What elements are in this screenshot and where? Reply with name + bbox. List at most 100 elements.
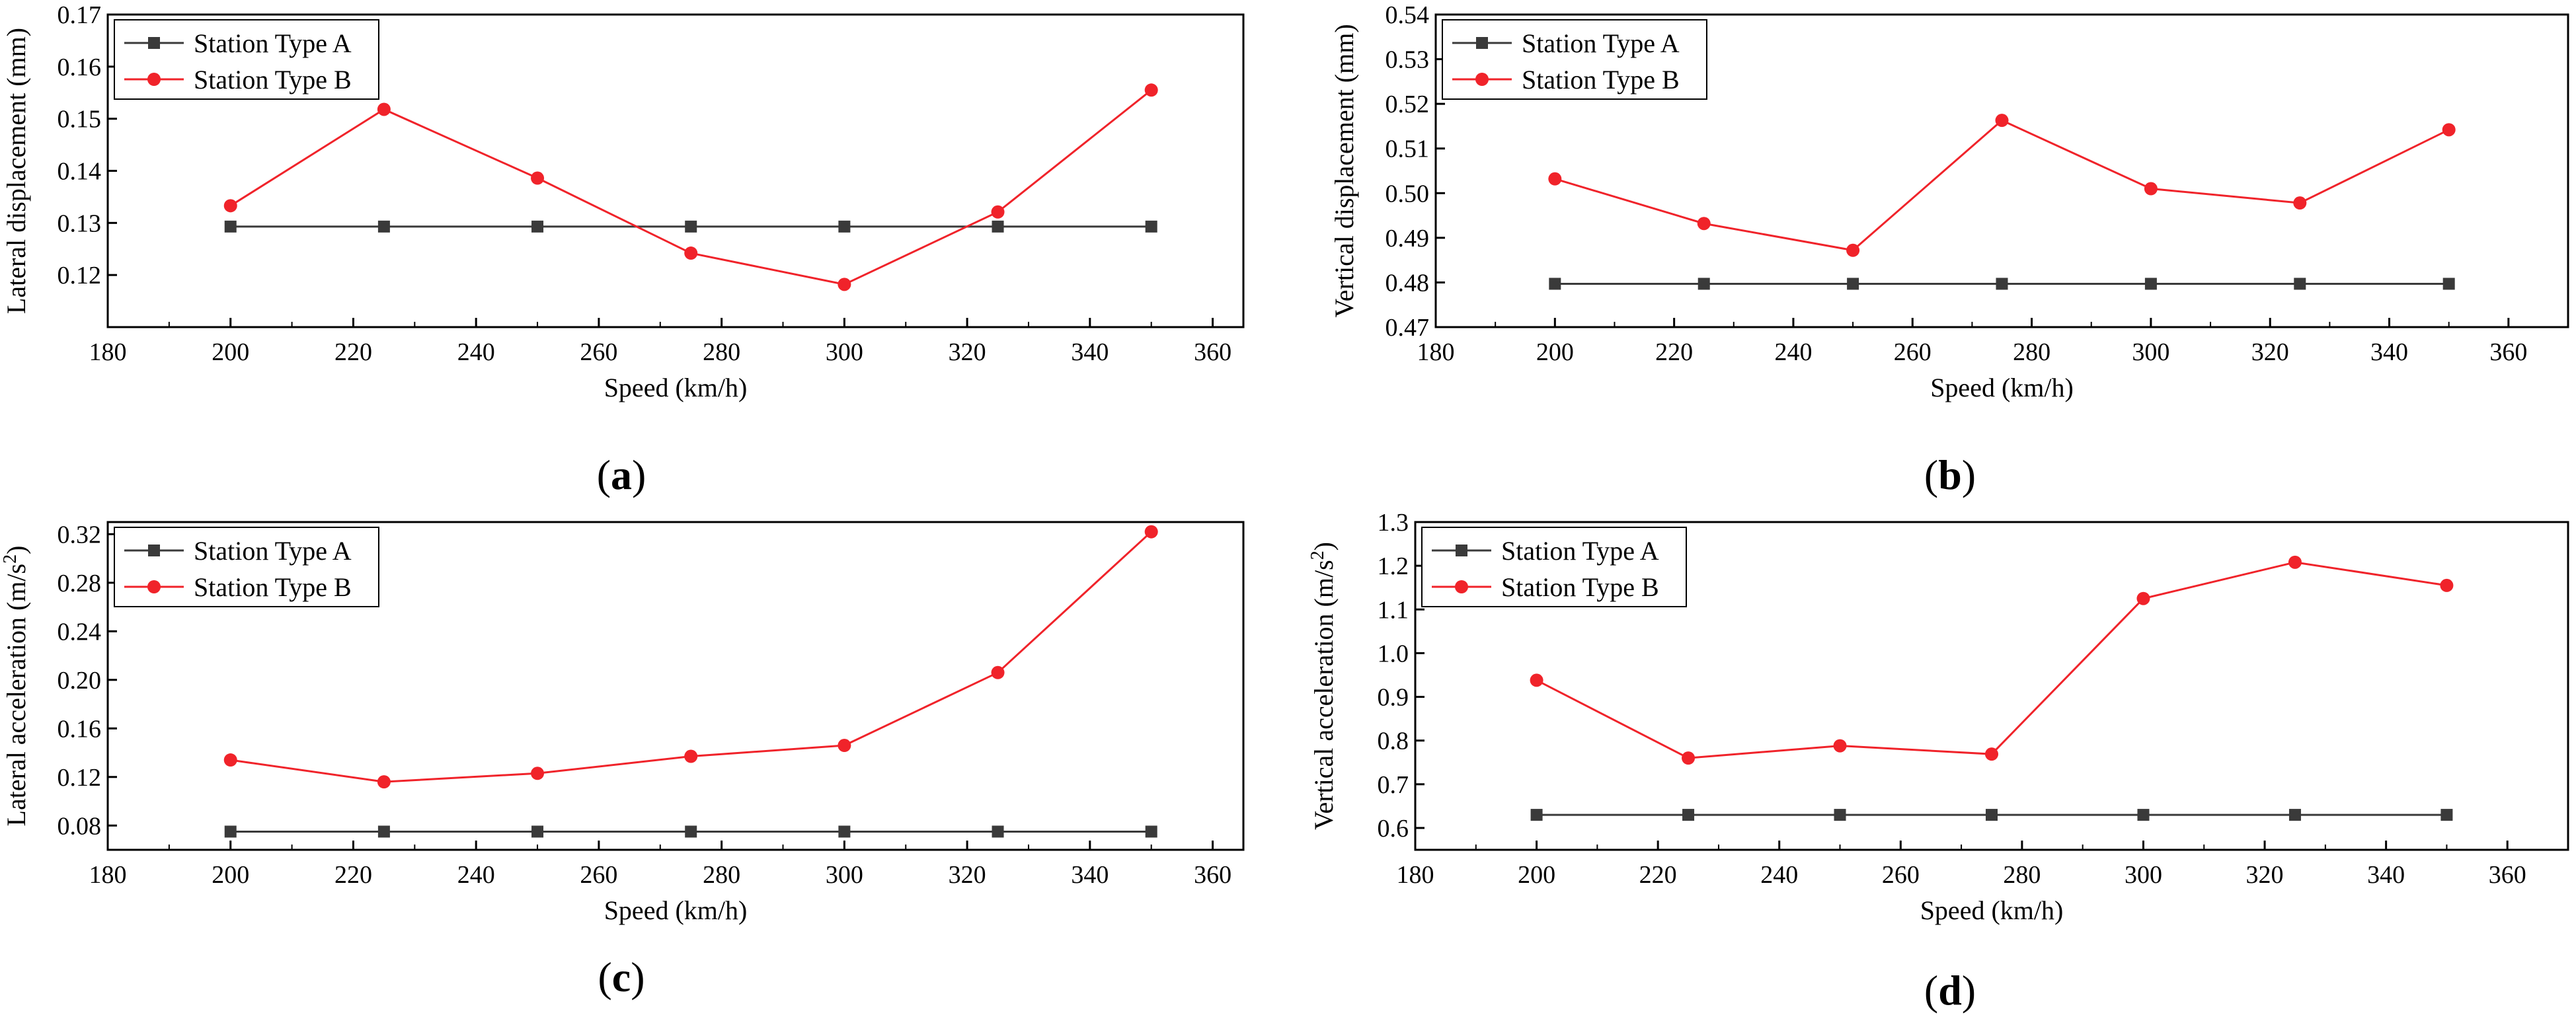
panel-label-open: ( (1924, 451, 1938, 498)
data-point-b (2136, 591, 2150, 605)
data-point-a (531, 825, 544, 838)
data-point-a (1549, 278, 1561, 290)
data-point-a (1530, 809, 1543, 821)
data-point-b (1995, 114, 2009, 128)
legend-marker-square (148, 37, 160, 49)
chart-panel-b: 180 200 220 240 260 280 300 320 340 360 0.47 0.48 0.… (1329, 1, 2569, 498)
legend-label: Station Type B (194, 572, 352, 602)
x-tick-label: 200 (1518, 861, 1555, 889)
data-point-b (1985, 747, 1998, 761)
x-tick-label: 220 (334, 338, 372, 366)
x-tick-label: 340 (1071, 338, 1109, 366)
y-axis-title-main: Vertical acceleration (m/s (1309, 560, 1339, 830)
y-tick-label: 0.12 (58, 764, 102, 792)
panel-label: (d) (1924, 967, 1976, 1014)
panel-label: (a) (597, 451, 646, 498)
plot-frame (1434, 13, 2569, 328)
x-axis-title: Speed (km/h) (604, 895, 748, 925)
data-point-a (992, 220, 1004, 233)
data-point-b (2293, 196, 2307, 210)
x-tick-label: 220 (1639, 861, 1677, 889)
x-tick-label: 280 (703, 861, 740, 889)
data-point-b (1144, 83, 1158, 97)
x-tick-label: 340 (1071, 861, 1109, 889)
x-axis-title: Speed (km/h) (1930, 373, 2074, 402)
data-point-b (2440, 578, 2454, 592)
y-tick-label: 0.8 (1378, 728, 1409, 755)
panel-label-close: ) (1962, 451, 1976, 498)
data-point-b (1682, 751, 1696, 765)
y-axis-title-end: ) (1309, 542, 1339, 550)
legend-marker-circle (147, 580, 161, 593)
y-tick-label: 0.7 (1378, 771, 1409, 799)
y-tick-label: 0.08 (58, 812, 102, 840)
panel-label-letter: c (612, 954, 631, 1000)
data-point-a (2294, 278, 2306, 290)
x-tick-label: 360 (2489, 338, 2527, 366)
x-tick-label: 320 (949, 338, 986, 366)
y-tick-label: 0.9 (1378, 684, 1409, 712)
y-axis-title-end: ) (1, 546, 31, 554)
data-point-a (1145, 220, 1157, 233)
x-tick-label: 180 (89, 338, 127, 366)
chart-panel-a: 180 200 220 240 260 280 300 320 340 360 0.12 0.13 0.… (1, 1, 1245, 498)
x-tick-label: 300 (826, 861, 863, 889)
data-point-a (1834, 809, 1846, 821)
panel-label-letter: d (1938, 967, 1962, 1014)
data-point-b (2442, 123, 2456, 137)
y-tick-label: 0.17 (58, 1, 102, 29)
x-tick-label: 360 (1194, 338, 1231, 366)
panel-label-letter: a (611, 451, 632, 498)
data-point-a (685, 825, 697, 838)
data-point-b (531, 767, 545, 780)
x-tick-label: 280 (2013, 338, 2050, 366)
data-point-b (684, 246, 698, 260)
panel-label-open: ( (597, 451, 611, 498)
x-axis-title: Speed (km/h) (1920, 895, 2064, 925)
y-tick-label: 0.49 (1386, 225, 1430, 252)
panel-label: (c) (598, 954, 644, 1000)
data-point-a (992, 825, 1004, 838)
panel-label-letter: b (1938, 451, 1962, 498)
legend: Station Type A Station Type B (114, 527, 379, 607)
legend: Station Type A Station Type B (1421, 527, 1687, 607)
data-point-a (1698, 278, 1710, 290)
x-tick-label: 320 (2251, 338, 2289, 366)
y-tick-label: 0.28 (58, 570, 102, 597)
data-point-b (838, 278, 851, 291)
data-point-b (223, 199, 237, 213)
y-tick-label: 0.51 (1386, 135, 1430, 163)
data-point-a (2144, 278, 2157, 290)
x-tick-label: 240 (457, 338, 495, 366)
legend-marker-square (1456, 545, 1467, 556)
y-tick-label: 0.48 (1386, 269, 1430, 297)
data-point-b (531, 171, 545, 185)
legend-box (114, 19, 379, 100)
x-tick-label: 280 (703, 338, 740, 366)
legend-label: Station Type B (1501, 572, 1659, 602)
data-point-a (2288, 809, 2301, 821)
y-tick-label: 1.3 (1378, 509, 1409, 537)
y-axis-title: Vertical acceleration (m/s2) (1308, 542, 1339, 830)
data-point-a (1986, 809, 1998, 821)
y-axis-title-sup: 2 (1308, 550, 1328, 560)
legend-marker-circle (1475, 73, 1489, 86)
panel-label: (b) (1924, 451, 1976, 498)
plot-frame (106, 521, 1245, 851)
panel-label-close: ) (632, 451, 646, 498)
y-tick-label: 0.16 (58, 715, 102, 743)
data-point-a (1145, 825, 1157, 838)
x-tick-label: 240 (457, 861, 495, 889)
legend-marker-square (1476, 37, 1488, 49)
y-axis-title-main: Lateral acceleration (m/s (1, 564, 31, 827)
plot-frame (1414, 521, 2569, 851)
x-tick-label: 300 (2132, 338, 2169, 366)
data-point-b (991, 205, 1005, 219)
y-tick-label: 0.13 (58, 209, 102, 237)
data-point-b (1530, 673, 1543, 687)
data-point-b (2288, 555, 2302, 569)
y-tick-label: 0.53 (1386, 46, 1430, 74)
legend: Station Type A Station Type B (1442, 19, 1707, 100)
data-point-a (685, 220, 697, 233)
x-tick-label: 240 (1774, 338, 1812, 366)
